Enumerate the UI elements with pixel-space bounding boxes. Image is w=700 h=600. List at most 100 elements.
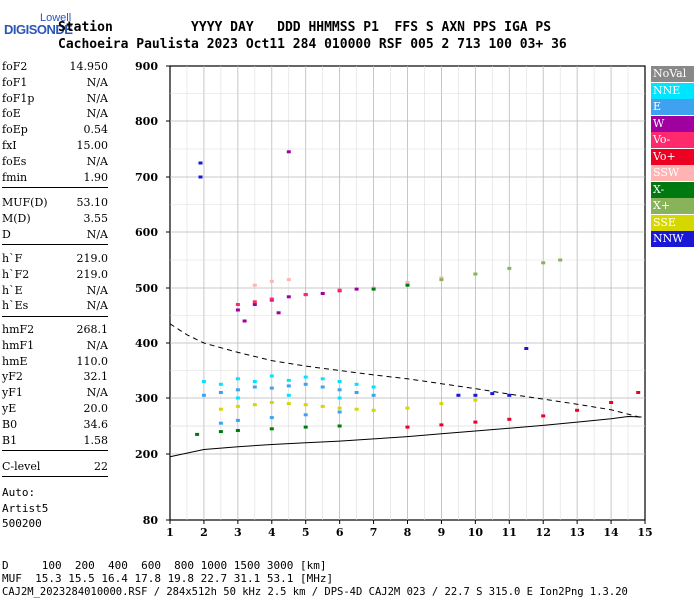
point-e [252, 385, 257, 389]
point-x [405, 283, 410, 287]
point-e [354, 391, 359, 394]
point-x [558, 258, 563, 262]
point-e [218, 391, 223, 394]
param-separator [2, 450, 108, 452]
legend-item-w: W [651, 115, 694, 132]
point-x [303, 425, 308, 429]
param-value: N/A [86, 75, 108, 89]
param-value: N/A [86, 299, 108, 313]
param-name: M(D) [2, 211, 31, 225]
point-w [235, 308, 240, 312]
legend-item-noval: NoVal [651, 66, 694, 82]
param-separator [2, 244, 108, 246]
param-value: N/A [86, 227, 108, 241]
param-value: N/A [86, 154, 108, 168]
point-nnw [490, 392, 495, 396]
point-nne [320, 377, 325, 381]
point-sse [337, 406, 342, 410]
point-nne [286, 393, 291, 397]
point-nne [354, 382, 359, 386]
x-tick-label: 6 [336, 526, 344, 539]
point-sse [269, 401, 274, 404]
point-nnw [473, 393, 478, 397]
point-nne [235, 377, 240, 381]
legend-item-ssw: SSW [651, 165, 694, 181]
point-nne [303, 375, 308, 379]
point-vo [473, 420, 478, 424]
param-value: 219.0 [76, 267, 109, 281]
param-name: hmF2 [2, 323, 35, 336]
x-tick-label: 5 [302, 526, 310, 539]
x-tick-label: 7 [370, 526, 378, 539]
x-tick-label: 3 [234, 526, 242, 539]
y-tick-label: 800 [135, 115, 158, 128]
version-label: 500200 [2, 517, 42, 530]
x-tick-label: 1 [166, 526, 174, 539]
point-x [473, 272, 478, 276]
point-e [303, 413, 308, 417]
point-vo [439, 423, 444, 427]
point-nne [371, 385, 376, 389]
point-x [195, 432, 200, 436]
point-ssw [286, 278, 291, 282]
point-nne [218, 382, 223, 386]
point-nnw [198, 175, 203, 179]
point-w [286, 295, 291, 299]
legend-item-sse: SSE [651, 214, 694, 231]
param-name: yF2 [2, 370, 23, 384]
legend-item-nnw: NNW [651, 231, 694, 247]
param-name: fmin [2, 170, 28, 184]
point-x [235, 429, 240, 432]
param-value: 0.54 [83, 123, 109, 137]
param-name: foF1p [2, 91, 35, 105]
y-tick-label: 700 [135, 171, 158, 184]
x-tick-label: 4 [268, 526, 276, 539]
param-name: yE [2, 402, 17, 415]
footer-line: CAJ2M_2023284010000.RSF / 284x512h 50 kH… [2, 586, 628, 598]
param-value: 1.90 [83, 170, 109, 184]
point-sse [371, 408, 376, 412]
point-ssw [405, 280, 410, 284]
param-value: 20.0 [83, 402, 109, 415]
param-separator [2, 316, 108, 318]
point-nne [286, 378, 291, 382]
point-vo [609, 401, 614, 404]
param-name: foF1 [2, 75, 28, 89]
param-name: foEs [2, 154, 27, 168]
legend-item-x: X- [651, 181, 694, 198]
point-e [337, 410, 342, 414]
x-tick-label: 11 [502, 526, 517, 539]
point-ssw [252, 283, 257, 287]
param-value: 14.950 [69, 60, 109, 73]
x-tick-label: 10 [468, 526, 484, 539]
point-sse [473, 398, 478, 402]
point-nnw [524, 347, 529, 350]
brand-top-text: Lowell [40, 12, 72, 24]
point-sse [354, 407, 359, 411]
point-x [337, 424, 342, 428]
param-value: N/A [86, 338, 108, 352]
point-e [286, 384, 291, 388]
param-name: B0 [2, 417, 18, 431]
point-vo [575, 408, 580, 412]
point-e [218, 421, 223, 425]
legend-item-nne: NNE [651, 82, 694, 99]
point-vo [636, 391, 641, 394]
y-tick-label: 200 [135, 448, 158, 461]
artist-label: Artist5 [2, 502, 49, 515]
param-name: hmE [2, 354, 28, 368]
param-name: C-level [2, 460, 41, 473]
param-value: N/A [86, 283, 108, 297]
point-e [235, 418, 240, 422]
param-value: N/A [86, 386, 108, 400]
point-x [507, 266, 512, 270]
param-value: 268.1 [76, 323, 109, 336]
point-sse [235, 404, 240, 408]
x-tick-label: 12 [536, 526, 551, 539]
legend-item-x: X+ [651, 198, 694, 214]
y-tick-label: 600 [135, 226, 158, 239]
legend-item-e: E [651, 99, 694, 115]
point-x [218, 430, 223, 434]
point-e [235, 388, 240, 392]
x-tick-label: 14 [603, 526, 619, 539]
